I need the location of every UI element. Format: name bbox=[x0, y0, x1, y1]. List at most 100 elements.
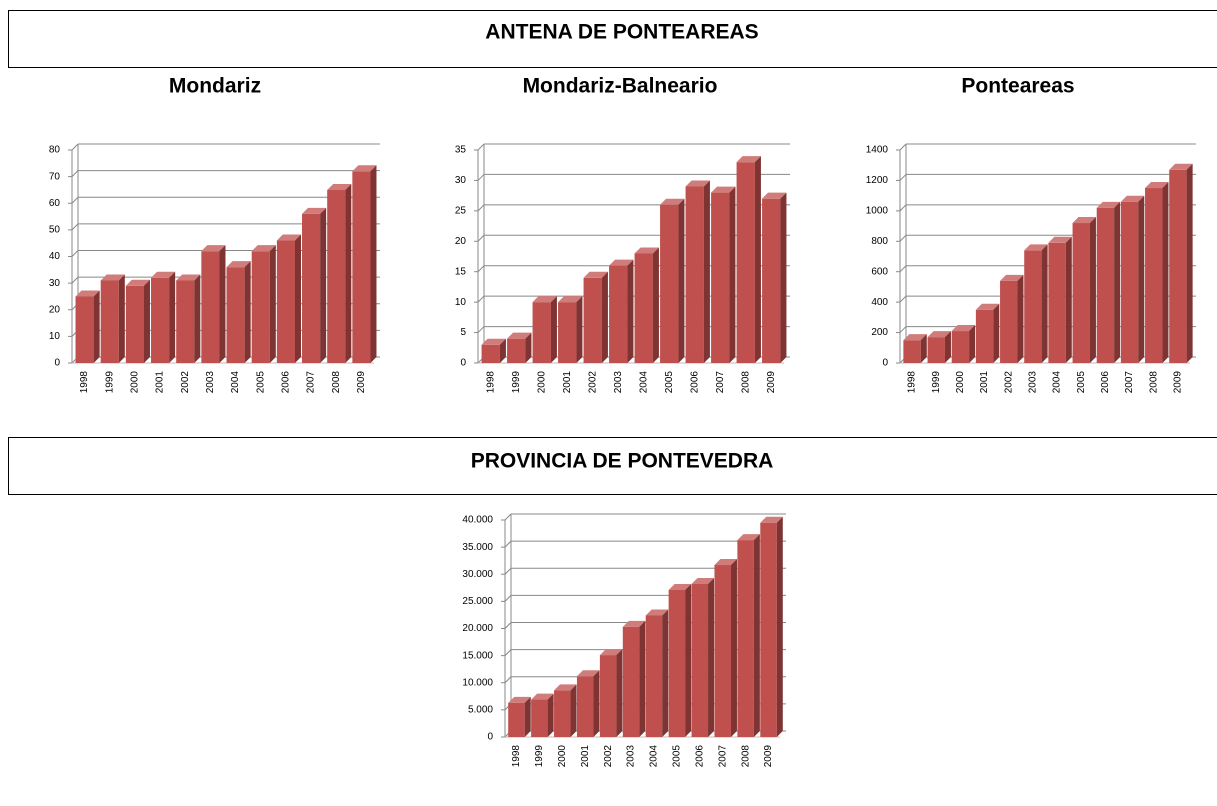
bar-side bbox=[944, 331, 951, 363]
grid-line bbox=[477, 143, 485, 151]
bar bbox=[903, 340, 921, 363]
grid-line bbox=[899, 295, 907, 303]
bar-side bbox=[1041, 244, 1048, 363]
bar-side bbox=[780, 192, 787, 363]
bar bbox=[327, 189, 346, 363]
bar-side bbox=[729, 186, 736, 363]
x-tick-label: 2003 bbox=[205, 371, 216, 394]
bar-top bbox=[668, 583, 692, 590]
y-tick-label: 25.000 bbox=[462, 596, 493, 607]
x-tick-label: 2003 bbox=[613, 371, 624, 394]
grid-line bbox=[477, 326, 485, 333]
y-tick-label: 60 bbox=[49, 198, 61, 209]
header-box bbox=[8, 437, 1217, 495]
bar-side bbox=[616, 649, 623, 737]
x-tick-label: 2007 bbox=[717, 745, 728, 768]
y-tick-label: 25 bbox=[455, 205, 467, 216]
bar-top bbox=[599, 649, 623, 656]
grid-line bbox=[899, 326, 907, 333]
y-tick-label: 40.000 bbox=[462, 515, 493, 526]
x-tick-label: 2007 bbox=[1124, 371, 1135, 394]
bar-side bbox=[652, 247, 659, 363]
y-tick-label: 1200 bbox=[866, 175, 889, 186]
bar-top bbox=[532, 296, 557, 303]
bar bbox=[583, 277, 602, 363]
x-tick-label: 2002 bbox=[180, 371, 191, 394]
bar-side bbox=[320, 207, 327, 363]
y-tick-label: 5.000 bbox=[468, 705, 493, 716]
bar bbox=[508, 702, 525, 737]
x-tick-label: 2006 bbox=[281, 371, 292, 394]
x-tick-label: 1999 bbox=[511, 371, 522, 394]
bar bbox=[558, 302, 577, 363]
grid-line bbox=[504, 649, 512, 656]
chart-title: Mondariz-Balneario bbox=[523, 75, 718, 98]
y-tick-label: 800 bbox=[871, 236, 888, 247]
bar-top bbox=[558, 296, 583, 303]
y-tick-label: 35 bbox=[455, 145, 467, 156]
y-tick-label: 35.000 bbox=[462, 542, 493, 553]
bar bbox=[576, 676, 594, 737]
grid-line bbox=[899, 265, 907, 273]
bar-top bbox=[507, 332, 532, 339]
bar bbox=[599, 655, 617, 737]
y-tick-label: 0 bbox=[882, 358, 888, 369]
y-tick-label: 10.000 bbox=[462, 677, 493, 688]
bar-top bbox=[714, 559, 737, 566]
bar-top bbox=[737, 534, 760, 541]
bar-side bbox=[370, 165, 377, 363]
y-tick-label: 40 bbox=[49, 251, 61, 262]
bar-side bbox=[576, 296, 583, 363]
x-tick-label: 2000 bbox=[536, 371, 547, 394]
x-tick-label: 2002 bbox=[603, 745, 614, 768]
y-tick-label: 5 bbox=[460, 327, 466, 338]
bar bbox=[554, 690, 571, 737]
bar-side bbox=[703, 180, 710, 363]
y-tick-label: 0 bbox=[460, 358, 466, 369]
x-tick-label: 2000 bbox=[955, 371, 966, 394]
bar-top bbox=[1048, 236, 1072, 243]
bar bbox=[1120, 201, 1139, 363]
x-tick-label: 2009 bbox=[1173, 371, 1184, 394]
bar bbox=[100, 280, 119, 363]
bar-top bbox=[903, 334, 927, 341]
bar-top bbox=[100, 274, 125, 281]
bar bbox=[1096, 207, 1115, 363]
grid-line bbox=[477, 174, 485, 181]
bar bbox=[714, 565, 731, 737]
bar-top bbox=[302, 207, 327, 214]
grid-line bbox=[71, 223, 79, 231]
y-tick-label: 1000 bbox=[866, 205, 889, 216]
y-tick-label: 30.000 bbox=[462, 569, 493, 580]
x-tick-label: 2001 bbox=[979, 371, 990, 394]
grid-line bbox=[504, 676, 512, 684]
bar-top bbox=[951, 325, 976, 332]
y-tick-label: 30 bbox=[49, 278, 61, 289]
x-tick-label: 1998 bbox=[79, 371, 90, 394]
x-tick-label: 2001 bbox=[155, 371, 166, 394]
bar-side bbox=[345, 183, 352, 363]
x-tick-label: 2007 bbox=[306, 371, 317, 394]
bar bbox=[1048, 242, 1066, 363]
bar bbox=[125, 285, 144, 363]
bar-top bbox=[609, 259, 634, 266]
y-tick-label: 400 bbox=[871, 297, 888, 308]
x-tick-label: 2005 bbox=[664, 371, 675, 394]
bar-side bbox=[93, 290, 100, 363]
bar-top bbox=[736, 156, 761, 163]
bar bbox=[352, 171, 371, 363]
bar bbox=[737, 540, 754, 737]
x-tick-label: 2008 bbox=[1148, 371, 1159, 394]
bar bbox=[1000, 280, 1018, 363]
bar bbox=[302, 213, 321, 363]
x-tick-label: 1998 bbox=[511, 745, 522, 768]
bar-top bbox=[685, 180, 710, 187]
bar-side bbox=[169, 271, 176, 363]
bar-top bbox=[762, 192, 787, 199]
x-tick-label: 2000 bbox=[557, 745, 568, 768]
header-box bbox=[8, 10, 1217, 68]
bar-top bbox=[1000, 274, 1024, 281]
x-tick-label: 2008 bbox=[331, 371, 342, 394]
